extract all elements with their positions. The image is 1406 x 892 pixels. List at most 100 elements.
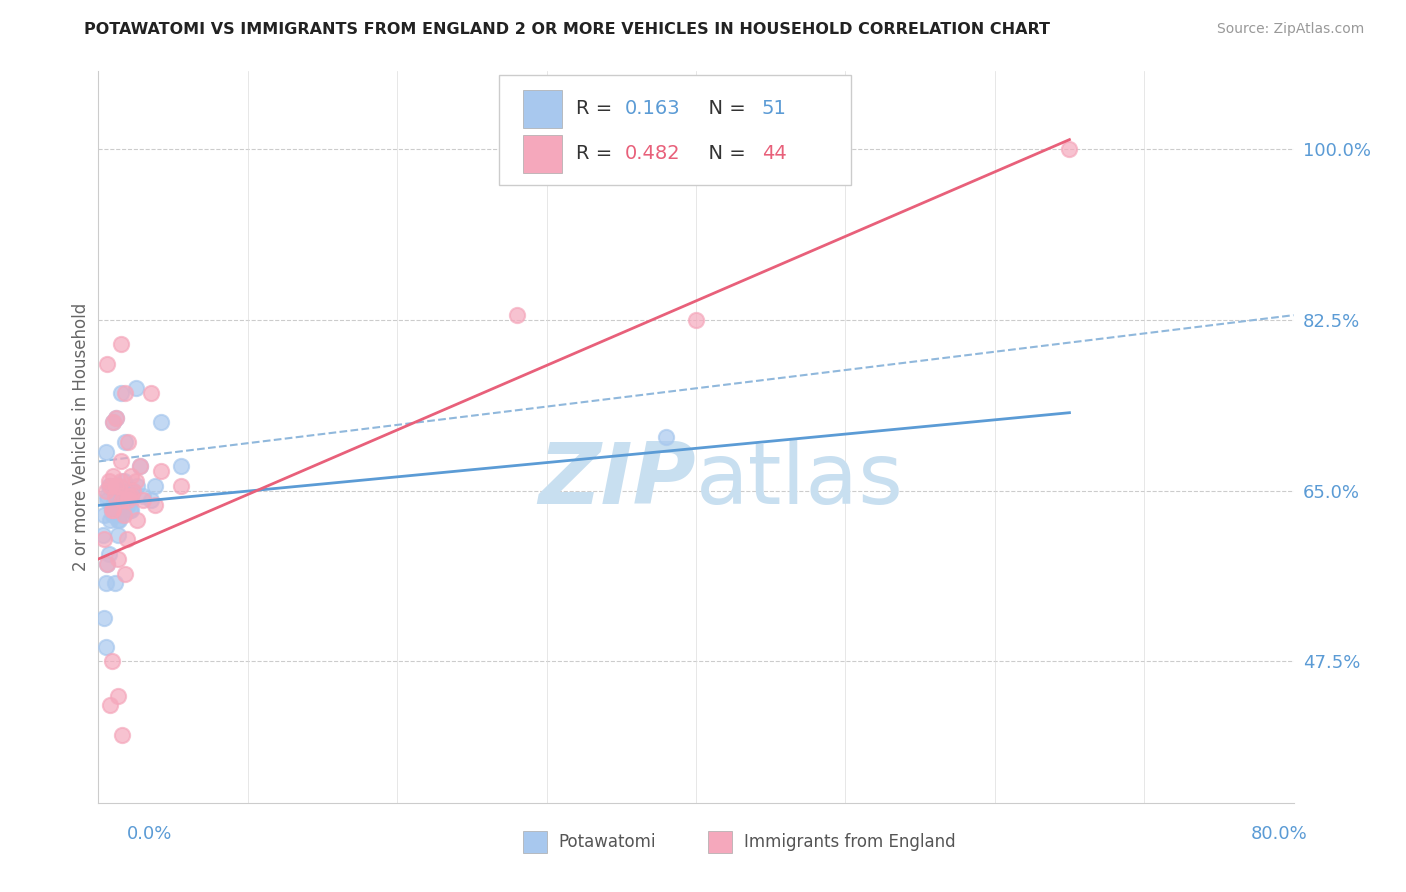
Point	[129, 459, 152, 474]
Text: 0.163: 0.163	[624, 99, 681, 119]
Point	[94, 640, 117, 654]
Point	[105, 479, 128, 493]
Point	[98, 513, 122, 527]
Point	[111, 727, 134, 741]
Point	[111, 508, 134, 522]
Point	[103, 416, 125, 430]
Point	[117, 489, 139, 503]
Point	[110, 454, 132, 468]
FancyBboxPatch shape	[523, 90, 562, 128]
Point	[127, 513, 149, 527]
Text: 51: 51	[762, 99, 786, 119]
Point	[96, 493, 118, 508]
Point	[110, 386, 132, 401]
Point	[129, 459, 152, 474]
Point	[103, 508, 125, 522]
Text: 80.0%: 80.0%	[1251, 825, 1308, 843]
Point	[103, 503, 125, 517]
FancyBboxPatch shape	[523, 135, 562, 173]
Point	[120, 489, 142, 503]
Point	[104, 493, 127, 508]
Point	[150, 416, 173, 430]
Point	[108, 479, 131, 493]
Point	[143, 479, 166, 493]
Point	[150, 464, 173, 478]
Point	[97, 547, 120, 561]
Point	[111, 493, 134, 508]
Text: R =: R =	[576, 99, 619, 119]
Point	[121, 483, 143, 498]
Point	[97, 474, 120, 488]
Point	[107, 513, 129, 527]
Point	[114, 386, 136, 401]
Text: ZIP: ZIP	[538, 440, 696, 523]
Point	[94, 444, 117, 458]
Point	[97, 479, 120, 493]
Text: atlas: atlas	[696, 440, 904, 523]
Point	[91, 527, 114, 541]
Point	[127, 479, 149, 493]
Text: N =: N =	[696, 145, 752, 163]
Text: R =: R =	[576, 145, 619, 163]
Point	[107, 552, 129, 566]
Point	[115, 533, 138, 547]
Point	[105, 410, 128, 425]
Point	[101, 654, 124, 668]
Text: Immigrants from England: Immigrants from England	[744, 832, 956, 851]
Point	[105, 410, 128, 425]
Point	[107, 689, 129, 703]
Point	[107, 527, 129, 541]
Point	[143, 499, 166, 513]
Point	[121, 483, 143, 498]
Text: 44: 44	[762, 145, 786, 163]
Point	[103, 416, 125, 430]
Text: POTAWATOMI VS IMMIGRANTS FROM ENGLAND 2 OR MORE VEHICLES IN HOUSEHOLD CORRELATIO: POTAWATOMI VS IMMIGRANTS FROM ENGLAND 2 …	[84, 22, 1050, 37]
Point	[101, 503, 124, 517]
FancyBboxPatch shape	[499, 75, 852, 185]
Point	[104, 576, 127, 591]
Point	[101, 503, 124, 517]
Point	[101, 503, 124, 517]
Point	[96, 357, 118, 371]
Point	[108, 493, 131, 508]
Point	[132, 489, 155, 503]
Text: Source: ZipAtlas.com: Source: ZipAtlas.com	[1216, 22, 1364, 37]
Point	[125, 381, 148, 395]
Point	[98, 479, 122, 493]
Point	[117, 493, 139, 508]
Point	[114, 566, 136, 581]
Point	[655, 430, 678, 444]
Point	[169, 459, 191, 474]
Point	[139, 493, 162, 508]
Point	[117, 493, 139, 508]
Point	[125, 474, 148, 488]
Point	[110, 474, 132, 488]
Point	[120, 503, 142, 517]
Point	[112, 474, 135, 488]
Y-axis label: 2 or more Vehicles in Household: 2 or more Vehicles in Household	[72, 303, 90, 571]
Point	[96, 557, 118, 571]
Point	[117, 434, 139, 449]
Point	[94, 576, 117, 591]
Point	[685, 313, 707, 327]
Point	[132, 493, 155, 508]
Point	[111, 499, 134, 513]
Point	[96, 489, 118, 503]
Point	[115, 483, 138, 498]
Text: N =: N =	[696, 99, 752, 119]
Point	[110, 493, 132, 508]
Point	[117, 489, 139, 503]
Text: 0.0%: 0.0%	[127, 825, 172, 843]
Point	[96, 557, 118, 571]
Point	[110, 337, 132, 351]
Point	[105, 479, 128, 493]
Point	[103, 469, 125, 483]
Point	[98, 698, 122, 713]
Point	[1059, 142, 1081, 156]
Point	[120, 493, 142, 508]
Point	[104, 489, 127, 503]
Point	[139, 386, 162, 401]
Point	[93, 610, 115, 624]
Point	[114, 499, 136, 513]
Point	[118, 503, 141, 517]
